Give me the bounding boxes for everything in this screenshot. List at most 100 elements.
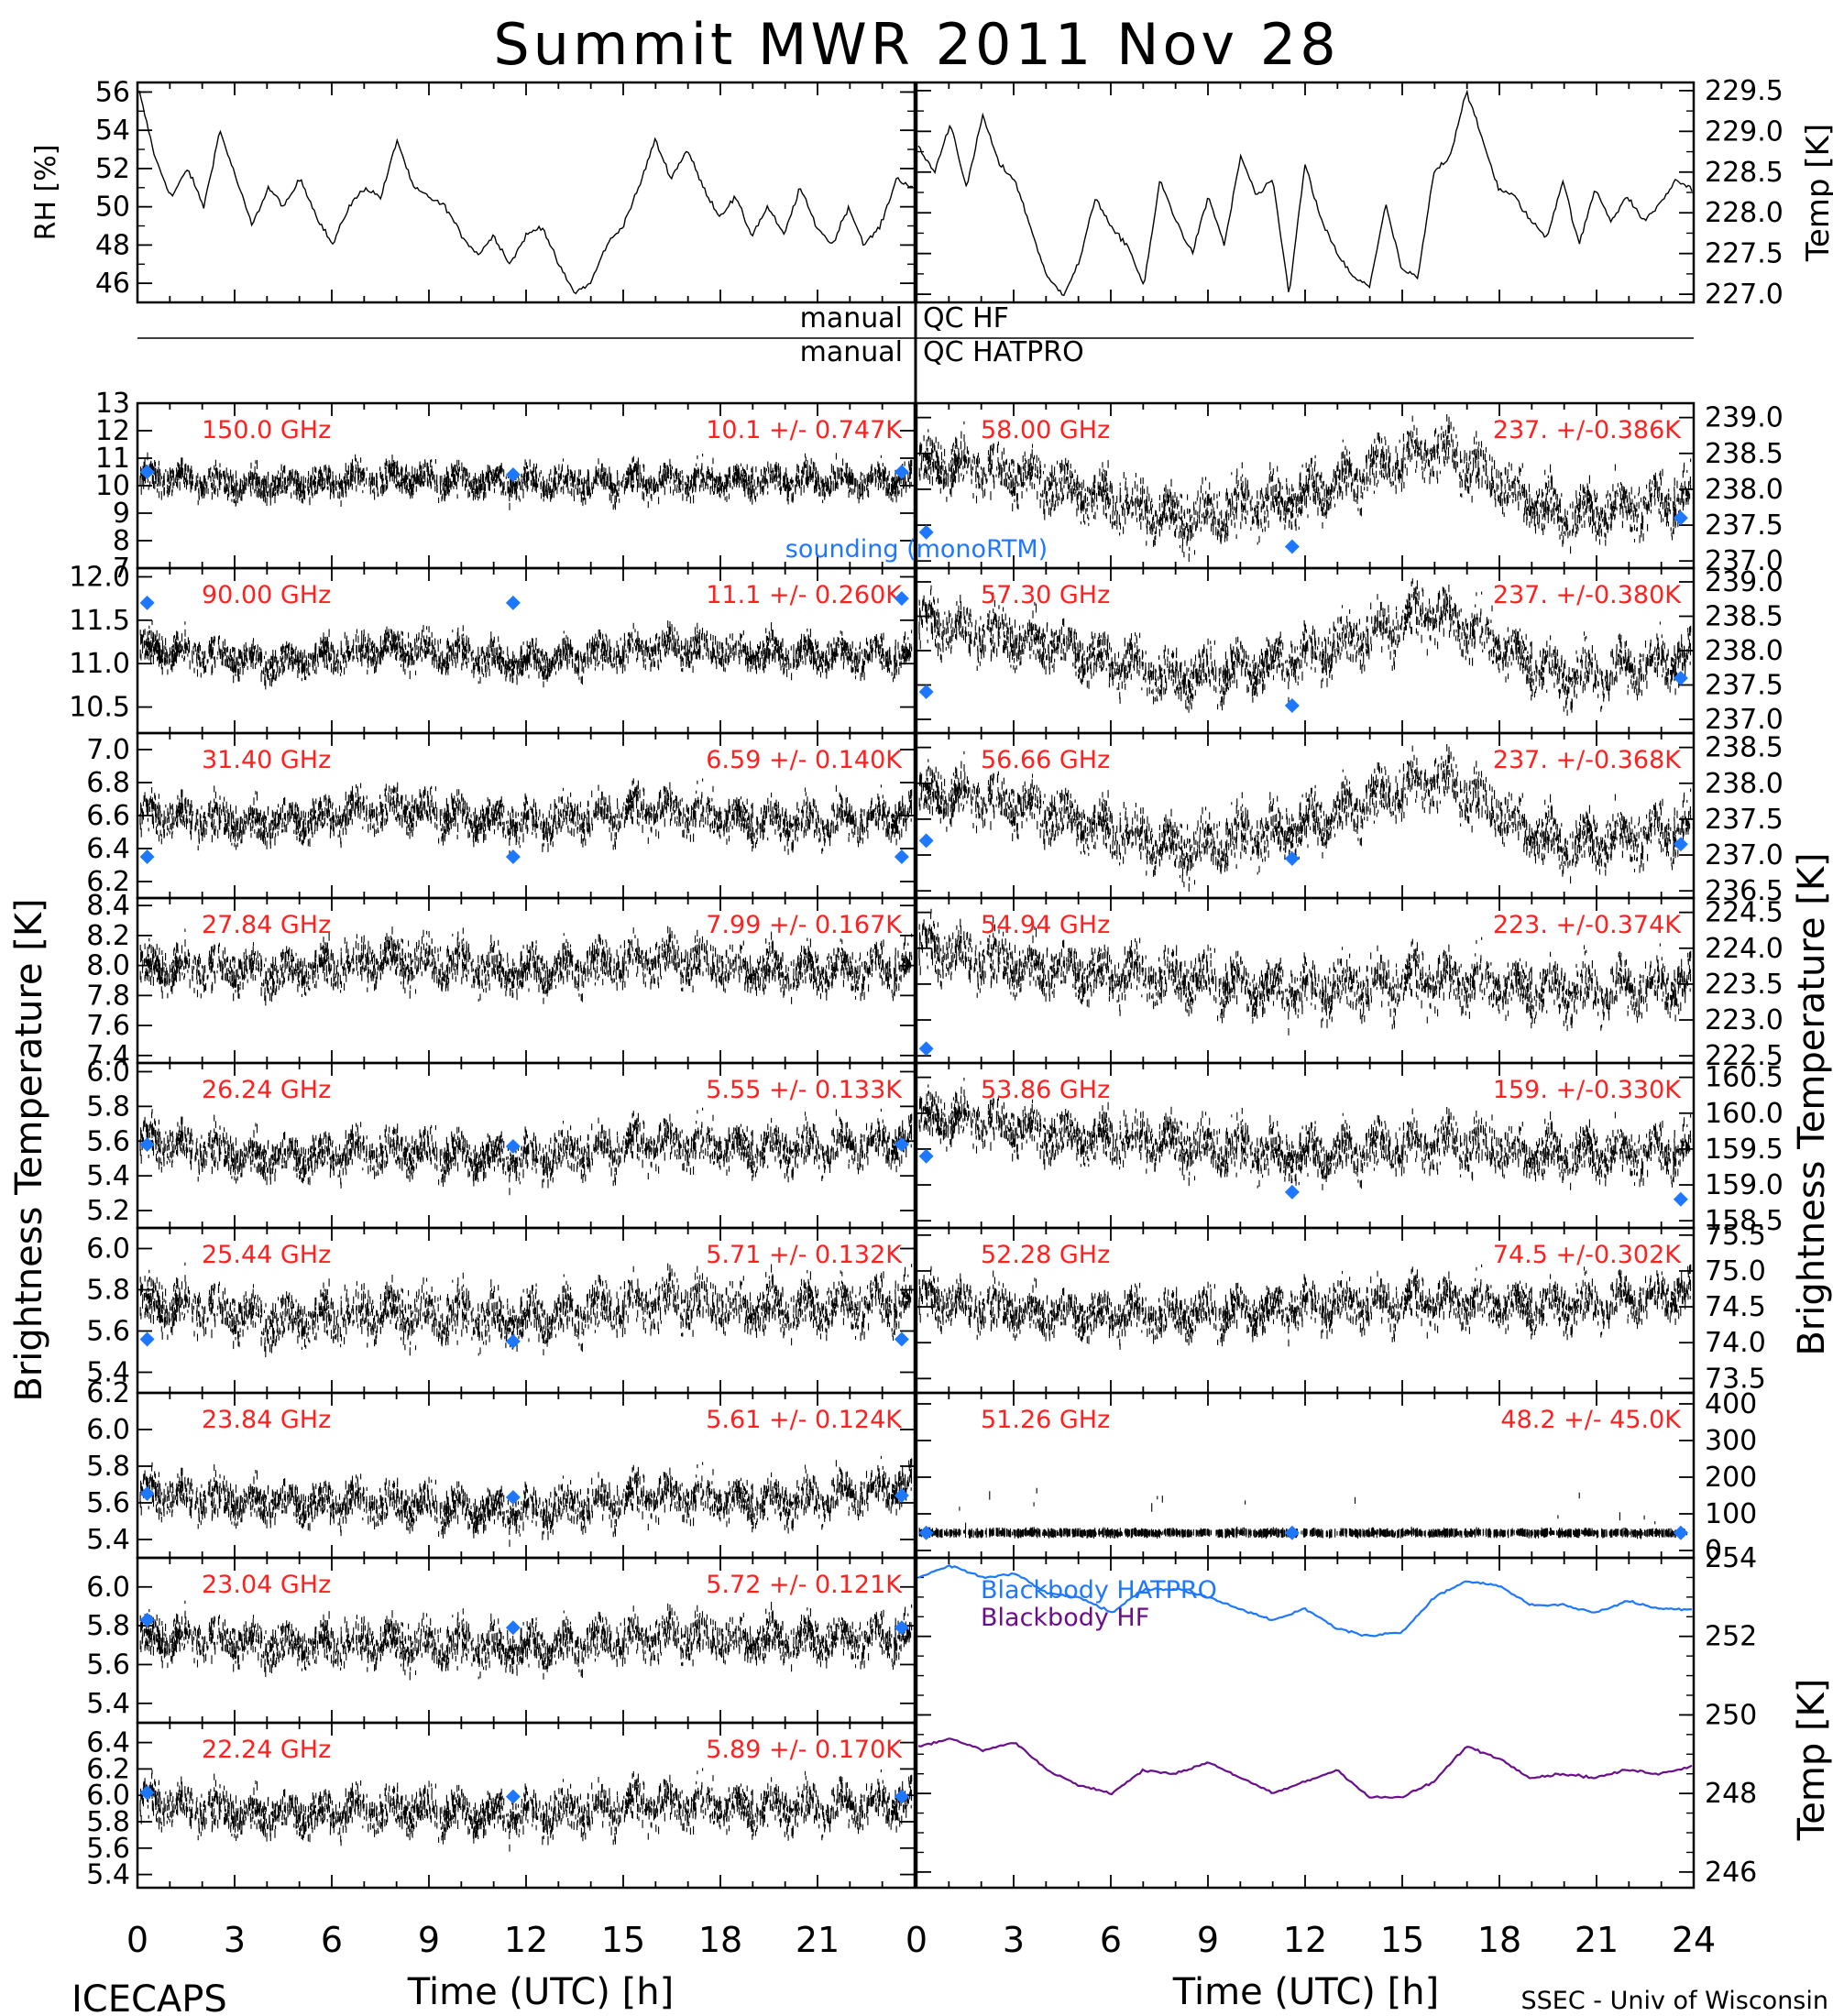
panel-3140GHz-ytick-label: 6.2 — [86, 866, 130, 898]
panel-5126GHz-sounding-point — [1673, 1525, 1688, 1540]
series-line-rh — [138, 90, 914, 295]
panel-2224GHz-frequency-label: 22.24 GHz — [202, 1736, 331, 1764]
panel-5730GHz-ytick-label: 239.0 — [1705, 566, 1784, 598]
panel-5730GHz-ytick-label: 238.5 — [1705, 601, 1784, 633]
panel-5494GHz-ytick-label: 223.5 — [1705, 969, 1784, 1001]
panel-2304GHz-frequency-label: 23.04 GHz — [202, 1571, 331, 1599]
panel-5126GHz-stats-label: 48.2 +/- 45.0K — [1500, 1406, 1682, 1434]
panel-2624GHz-ytick-label: 5.6 — [86, 1125, 130, 1157]
panel-1500GHz-sounding-point — [505, 467, 521, 482]
footer-icecaps: ICECAPS — [71, 1978, 227, 2016]
panel-rh-ytick-label: 54 — [95, 115, 130, 147]
x-tick-label-left: 0 — [126, 1920, 148, 1960]
panel-2304GHz-sounding-point — [894, 1620, 909, 1636]
panel-2544GHz-points — [139, 1262, 913, 1358]
panel-5494GHz-stats-label: 223. +/-0.374K — [1493, 911, 1682, 939]
panel-5228GHz-ytick-label: 74.0 — [1705, 1327, 1766, 1359]
panel-5228GHz-frequency-label: 52.28 GHz — [981, 1241, 1110, 1269]
series-line-blackbody-hatpro — [917, 1563, 1693, 1638]
panel-2384GHz-ytick-label: 6.2 — [86, 1377, 130, 1409]
x-tick-label-right: 15 — [1380, 1920, 1424, 1960]
panel-5494GHz-points — [918, 908, 1692, 1035]
panel-2624GHz-ytick-label: 5.8 — [86, 1090, 130, 1123]
panel-5228GHz-ytick-label: 75.5 — [1705, 1220, 1766, 1252]
x-tick-label-left: 6 — [321, 1920, 343, 1960]
panel-2624GHz-ytick-label: 6.0 — [86, 1056, 130, 1088]
panel-5386GHz-sounding-point — [1284, 1184, 1300, 1200]
panel-rh-ytick-label: 48 — [95, 229, 130, 261]
panel-2384GHz-sounding-point — [894, 1488, 909, 1503]
panel-2384GHz-ytick-label: 5.8 — [86, 1451, 130, 1483]
legend-blackbody-hatpro: Blackbody HATPRO — [981, 1576, 1217, 1605]
qc-hf-label-right: QC HF — [923, 302, 1009, 334]
panel-9000GHz-sounding-point — [894, 591, 909, 607]
panel-2304GHz-sounding-point — [139, 1612, 155, 1627]
panel-1500GHz-frequency-label: 150.0 GHz — [202, 416, 331, 444]
panel-5730GHz-sounding-point — [1673, 671, 1688, 685]
panel-3140GHz-sounding-point — [139, 849, 155, 864]
panel-5386GHz-ytick-label: 158.5 — [1705, 1205, 1784, 1237]
panel-blackbody-ytick-label: 248 — [1705, 1778, 1757, 1810]
panel-5666GHz-ytick-label: 238.0 — [1705, 768, 1784, 800]
x-tick-label-right: 0 — [906, 1920, 927, 1960]
panel-5494GHz-ytick-label: 224.0 — [1705, 933, 1784, 965]
panel-2784GHz-points — [139, 926, 913, 1006]
panel-5800GHz-sounding-point — [918, 524, 934, 540]
panel-2224GHz-sounding-point — [139, 1785, 155, 1801]
series-line-air_temp — [917, 89, 1693, 297]
panel-3140GHz-stats-label: 6.59 +/- 0.140K — [706, 746, 903, 774]
x-tick-label-right: 9 — [1197, 1920, 1219, 1960]
panel-2384GHz-sounding-point — [505, 1490, 521, 1505]
footer-ssec: SSEC - Univ of Wisconsin — [1521, 1987, 1828, 2015]
panel-9000GHz-ytick-label: 10.5 — [69, 692, 130, 724]
panel-3140GHz-ytick-label: 6.4 — [86, 833, 130, 865]
panel-2544GHz-frequency-label: 25.44 GHz — [202, 1241, 331, 1269]
panel-1500GHz-sounding-point — [894, 465, 909, 479]
panel-9000GHz-sounding-point — [505, 595, 521, 610]
panel-air_temp-ytick-label: 229.5 — [1705, 75, 1784, 107]
panel-5386GHz-stats-label: 159. +/-0.330K — [1493, 1076, 1682, 1104]
x-tick-label-right: 24 — [1672, 1920, 1716, 1960]
x-tick-label-left: 21 — [796, 1920, 840, 1960]
panel-1500GHz-sounding-point — [139, 465, 155, 479]
panel-2384GHz-ytick-label: 6.0 — [86, 1414, 130, 1446]
panel-5386GHz-sounding-point — [1673, 1191, 1688, 1207]
panel-5228GHz-ytick-label: 74.5 — [1705, 1291, 1766, 1323]
panel-2384GHz-ytick-label: 5.4 — [86, 1524, 130, 1556]
panel-2304GHz-points — [139, 1600, 913, 1681]
panel-5494GHz-ytick-label: 222.5 — [1705, 1040, 1784, 1072]
panel-5800GHz-stats-label: 237. +/-0.386K — [1493, 416, 1682, 444]
panel-3140GHz-points — [139, 778, 913, 858]
panel-air_temp — [915, 81, 1696, 304]
panel-9000GHz-ytick-label: 12.0 — [69, 561, 130, 593]
panel-5666GHz-sounding-point — [1673, 837, 1688, 852]
panel-5386GHz-frequency-label: 53.86 GHz — [981, 1076, 1110, 1104]
panel-5730GHz-frequency-label: 57.30 GHz — [981, 581, 1110, 609]
panel-3140GHz-ytick-label: 6.8 — [86, 767, 130, 799]
x-tick-label-left: 3 — [224, 1920, 246, 1960]
panel-2784GHz-ytick-label: 7.4 — [86, 1040, 130, 1072]
panel-3140GHz-sounding-point — [894, 849, 909, 864]
panel-rh-ytick-label: 56 — [95, 76, 130, 108]
legend-blackbody-hf: Blackbody HF — [981, 1604, 1149, 1632]
panel-5800GHz-frequency-label: 58.00 GHz — [981, 416, 1110, 444]
panel-5800GHz-ytick-label: 238.5 — [1705, 438, 1784, 470]
x-tick-label-left: 12 — [504, 1920, 548, 1960]
blackbody-axis-label: Temp [K] — [1791, 1679, 1833, 1842]
x-tick-label-left: 18 — [698, 1920, 742, 1960]
panel-9000GHz-points — [139, 620, 913, 690]
panel-2624GHz-points — [139, 1107, 913, 1196]
panel-1500GHz-ytick-label: 7 — [113, 553, 130, 585]
panel-5126GHz-sounding-point — [1284, 1525, 1300, 1540]
panel-5800GHz-ytick-label: 237.0 — [1705, 545, 1784, 577]
x-tick-label-right: 3 — [1003, 1920, 1025, 1960]
panel-2784GHz-ytick-label: 8.2 — [86, 920, 130, 952]
panel-2784GHz-ytick-label: 8.0 — [86, 950, 130, 982]
panel-2224GHz-ytick-label: 5.4 — [86, 1859, 130, 1891]
x-axis-title-left: Time (UTC) [h] — [407, 1971, 674, 2013]
panel-2304GHz-ytick-label: 5.8 — [86, 1610, 130, 1642]
panel-5800GHz-sounding-point — [1284, 539, 1300, 554]
panel-air_temp-ytick-label: 228.0 — [1705, 197, 1784, 229]
x-tick-label-right: 21 — [1575, 1920, 1619, 1960]
